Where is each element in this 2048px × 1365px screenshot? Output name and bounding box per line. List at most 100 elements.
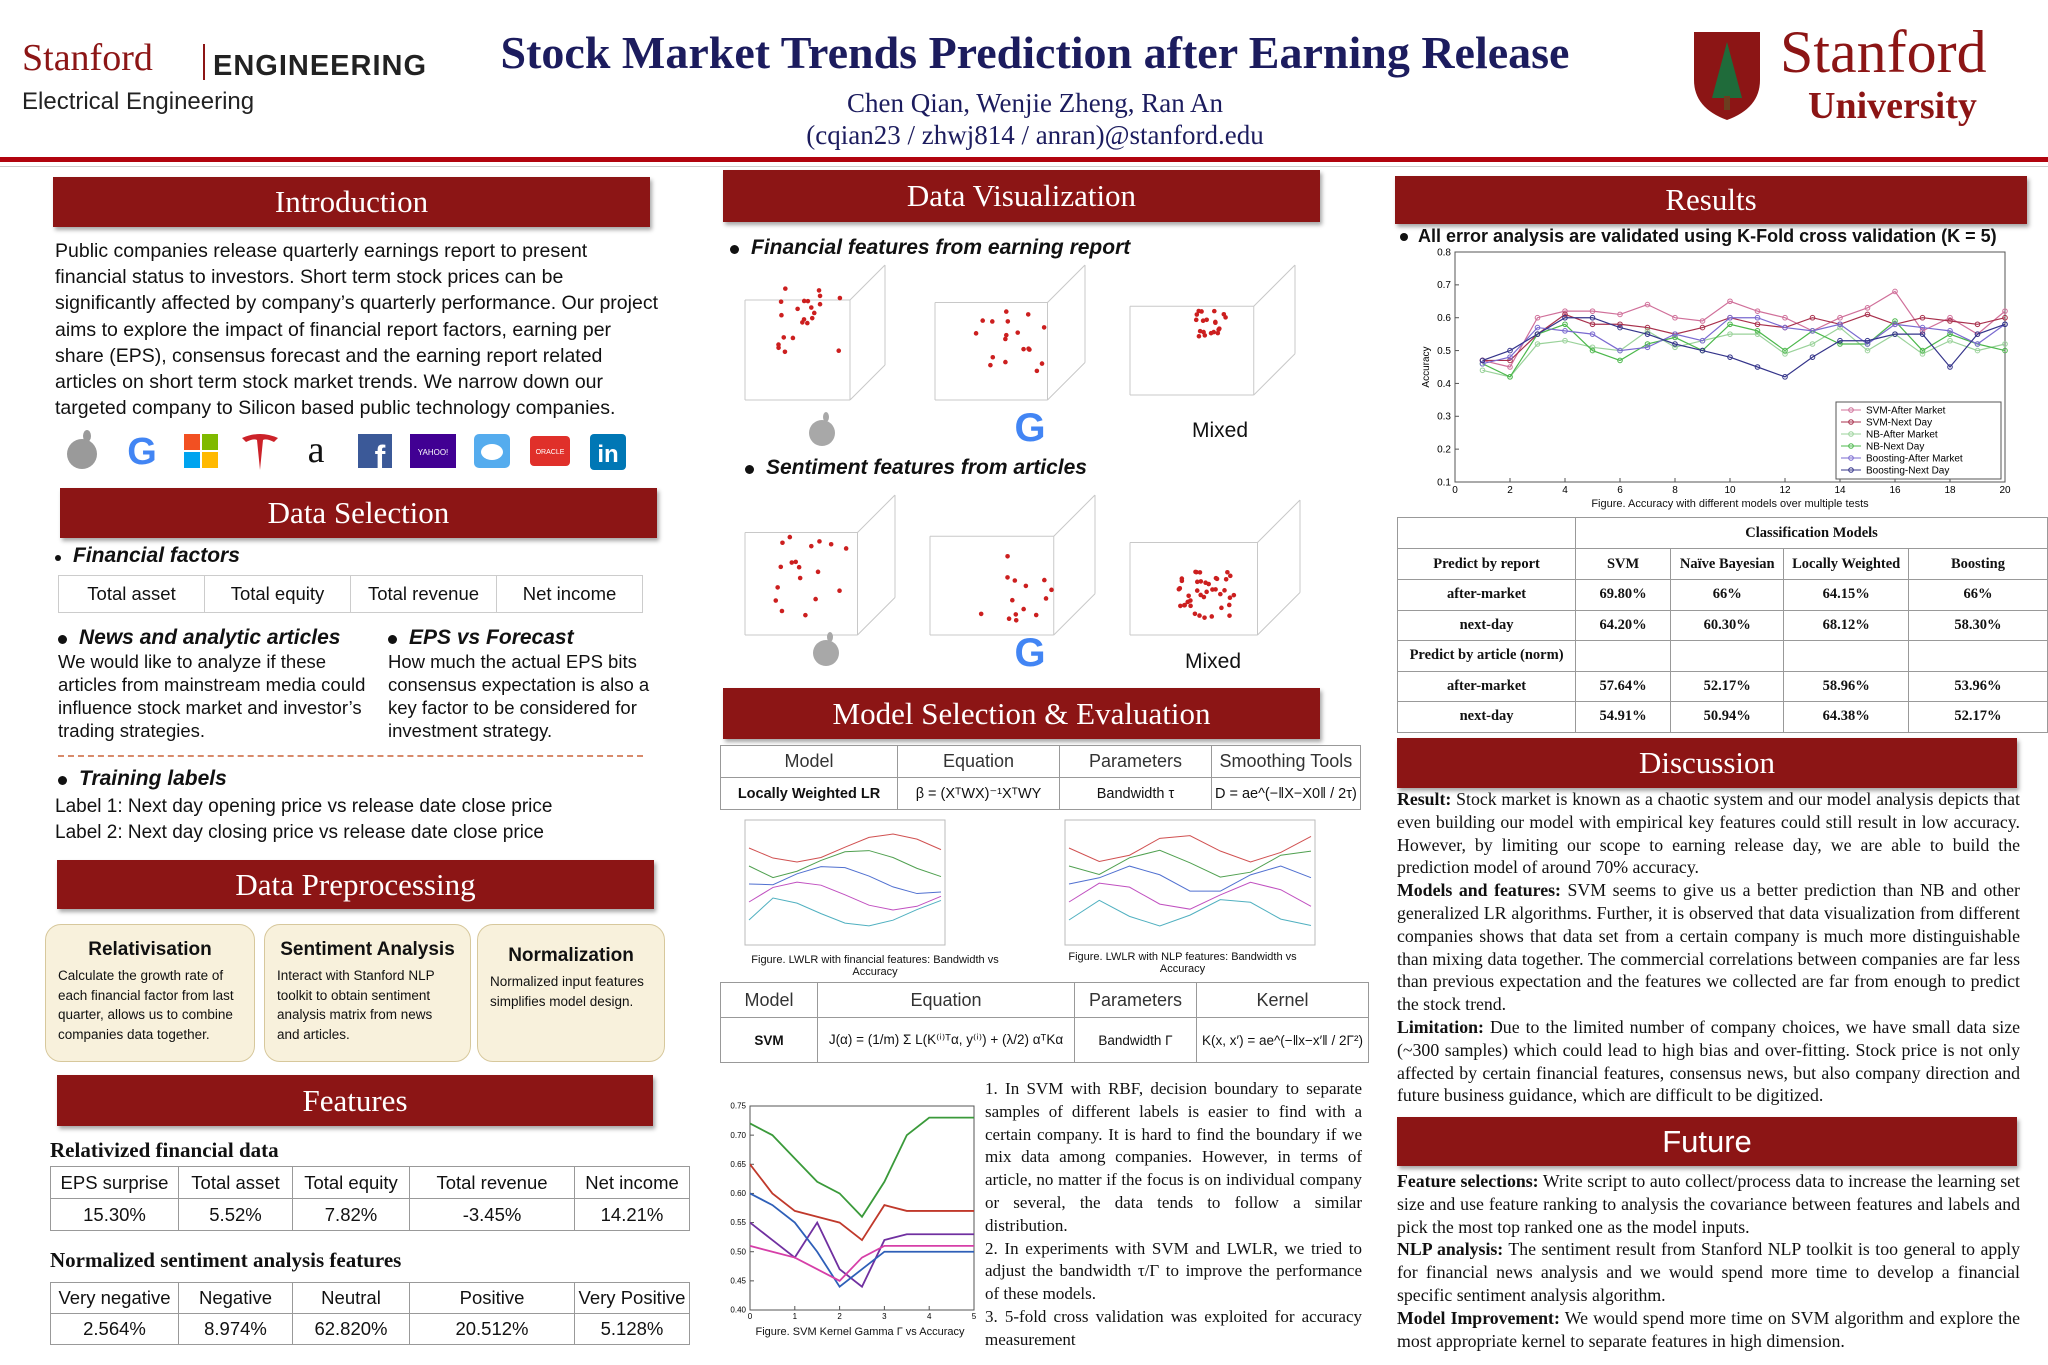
series-marker <box>1782 351 1788 357</box>
table-cell: 64.38% <box>1783 701 1909 733</box>
x-tick-label: 1 <box>793 1312 798 1321</box>
panel-dot <box>1005 319 1011 324</box>
right-logo-sub: University <box>1808 85 1977 127</box>
series-marker <box>1947 331 1953 337</box>
panel-dot <box>1013 617 1019 623</box>
series-line <box>1482 317 2006 378</box>
x-tick-label: 18 <box>1944 485 1956 496</box>
panel-axis <box>1253 264 1296 307</box>
series-marker <box>1562 337 1568 344</box>
series-marker <box>1672 314 1678 321</box>
panel-dot <box>808 305 814 310</box>
panel-dot <box>1034 368 1040 374</box>
table-row: next-day 54.91% 50.94% 64.38% 52.17% <box>1396 701 2048 733</box>
panel-dot <box>1212 308 1217 314</box>
table-cell: Locally Weighted <box>1783 548 1909 580</box>
panel-dot <box>1178 603 1183 609</box>
section-heading: Model Selection & Evaluation <box>723 688 1320 739</box>
panel-dot <box>800 320 805 325</box>
bullet-text: All error analysis are validated using K… <box>1418 226 1997 246</box>
logo-google: G <box>127 431 157 473</box>
series-marker <box>1589 344 1596 351</box>
table-cell: 58.30% <box>1907 609 2048 641</box>
data-table: EPS surprise Total asset Total equity Total… <box>50 1166 690 1231</box>
table-cell: Total revenue <box>409 1166 575 1199</box>
table-cell: Locally Weighted LR <box>720 777 898 810</box>
results-chart: 0.1 0.2 0.3 0.4 0.5 0.6 0.7 0.8 0 2 4 6 8 10 12 14 16 18 2… <box>1421 247 2011 496</box>
table-cell: Smoothing Tools <box>1211 745 1361 778</box>
panel-dot <box>1217 326 1222 331</box>
table-cell: after-market <box>1396 670 1577 702</box>
series-marker <box>1589 321 1596 328</box>
panel-dot <box>782 349 788 355</box>
paragraph-text: Due to the limited number of company cho… <box>1397 1016 2020 1106</box>
y-tick-label: 0.4 <box>1437 379 1451 390</box>
section-heading: Introduction <box>53 177 650 227</box>
panel-dot <box>1023 583 1029 589</box>
figure-curve <box>1068 865 1312 892</box>
panel-dot <box>973 331 979 336</box>
training-labels: Label 1: Next day opening price vs relea… <box>55 794 552 846</box>
table-cell: 20.512% <box>409 1313 575 1345</box>
logo-shape <box>202 434 218 450</box>
x-tick-label: 20 <box>1999 485 2011 496</box>
table-cell: Naïve Bayesian <box>1670 548 1785 580</box>
bullet <box>55 554 61 561</box>
table-cell: Predict by report <box>1396 548 1577 580</box>
table-cell: 64.15% <box>1783 579 1909 611</box>
series-marker <box>1782 347 1788 354</box>
panel-dot <box>1004 332 1009 338</box>
series-marker <box>1892 321 1898 328</box>
table-cell: 53.96% <box>1907 670 2048 702</box>
series-marker <box>1809 328 1816 334</box>
panel-dot <box>776 345 781 351</box>
panel-dot <box>1210 587 1215 592</box>
logo-shape <box>184 452 200 468</box>
panel-dot <box>990 354 996 360</box>
logo-tesla <box>242 434 278 470</box>
panel-dot <box>781 335 787 340</box>
panel-dot <box>1186 593 1191 599</box>
paragraph: Models and features: SVM seems to give u… <box>1397 879 2020 1016</box>
table-cell: Predict by article (norm) <box>1396 640 1577 672</box>
bullet-title: EPS vs Forecast <box>388 626 668 650</box>
paragraph: Limitation: Due to the limited number of… <box>1397 1016 2020 1107</box>
x-tick-label: 10 <box>1724 485 1736 496</box>
logo-linkedin: in <box>590 434 626 470</box>
series-marker <box>1534 341 1541 347</box>
panel-dot <box>1227 595 1233 601</box>
table-cell: J(α) = (1/m) Σ L(K⁽ⁱ⁾ᵀα, y⁽ⁱ⁾) + (λ/2) α… <box>817 1017 1075 1063</box>
legend-marker <box>1848 467 1854 473</box>
series-marker <box>1644 344 1651 351</box>
y-tick-label: 0.7 <box>1437 280 1451 291</box>
data-table: Model Equation Parameters Smoothing Tools Lo… <box>720 745 1361 810</box>
table-title: Normalized sentiment analysis features <box>50 1248 402 1272</box>
tree <box>1712 42 1742 98</box>
x-tick-label: 3 <box>882 1312 887 1321</box>
panel-dot <box>778 299 784 305</box>
series-line <box>749 1192 974 1289</box>
legend-marker <box>1848 455 1854 461</box>
logo-shape <box>83 430 91 442</box>
table-cell: SVM <box>720 1017 818 1063</box>
bullet <box>1400 233 1408 242</box>
factor-item: Total asset <box>87 583 176 604</box>
box-title: Sentiment Analysis <box>280 939 455 960</box>
table-cell: 66% <box>1670 579 1785 611</box>
logo-amazon: a <box>308 429 325 471</box>
series-marker <box>1864 311 1871 318</box>
series-marker <box>1837 324 1843 331</box>
panel-dot <box>1188 603 1193 609</box>
series-marker <box>1809 314 1816 321</box>
series-marker <box>1727 321 1733 328</box>
panel-dot <box>1005 575 1010 580</box>
preprocess-box: Sentiment Analysis Interact with Stanford… <box>264 924 471 1062</box>
table-cell: 58.96% <box>1783 670 1909 702</box>
scatter-panel <box>929 494 1096 636</box>
table-cell: 52.17% <box>1907 701 2048 733</box>
emails: (cqian23 / zhwj814 / anran)@stanford.edu <box>806 120 1264 150</box>
series-marker <box>1727 354 1733 360</box>
panel-dot <box>1049 587 1054 593</box>
table-cell: 52.17% <box>1670 670 1785 702</box>
series-marker <box>1919 351 1926 357</box>
